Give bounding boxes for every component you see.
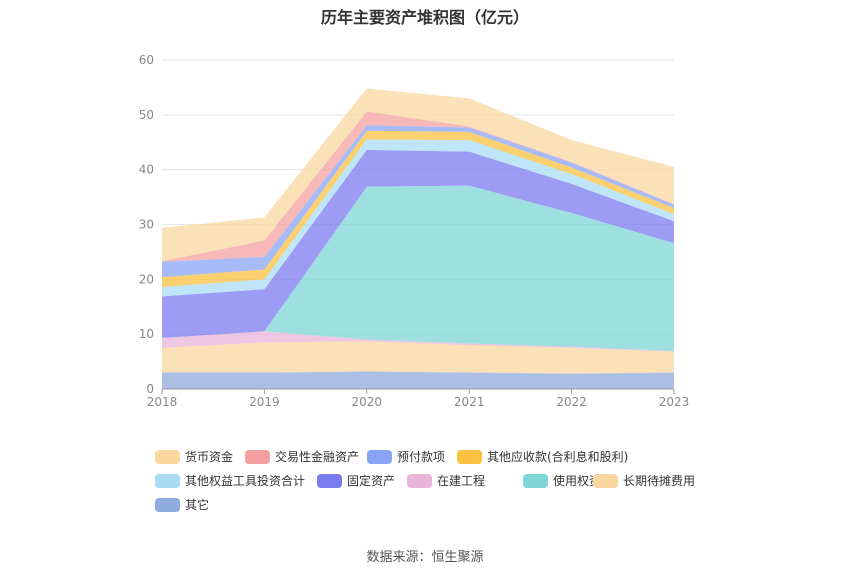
- y-tick-label: 0: [146, 382, 154, 396]
- legend-swatch: [407, 473, 432, 488]
- chart-title: 历年主要资产堆积图（亿元）: [320, 8, 529, 27]
- x-tick-label: 2023: [659, 395, 690, 409]
- area-series-4: [162, 149, 674, 339]
- legend-swatch: [593, 473, 618, 488]
- legend-label: 长期待摊费用: [623, 474, 696, 488]
- legend-label: 其他应收款(合利息和股利): [487, 450, 629, 464]
- legend-item[interactable]: 其他权益工具投资合计: [155, 472, 305, 489]
- y-tick-label: 30: [139, 218, 154, 232]
- area-series-0: [162, 371, 674, 389]
- legend-swatch: [523, 473, 548, 488]
- area-series-1: [162, 341, 674, 374]
- legend-item[interactable]: 长期待摊费用: [593, 472, 695, 489]
- legend-label: 货币资金: [185, 450, 234, 464]
- legend-swatch: [367, 449, 392, 464]
- legend-swatch: [317, 473, 342, 488]
- legend-swatch: [155, 473, 180, 488]
- legend-swatch: [245, 449, 270, 464]
- data-source: 数据来源：恒生聚源: [366, 550, 484, 565]
- legend-item[interactable]: 预付款项: [367, 448, 445, 465]
- legend-label: 在建工程: [437, 474, 486, 488]
- legend-item[interactable]: 固定资产: [317, 472, 395, 489]
- y-tick-label: 20: [139, 272, 154, 286]
- y-tick-label: 60: [139, 53, 154, 67]
- legend-item[interactable]: 货币资金: [155, 448, 233, 465]
- area-series-2: [162, 331, 674, 352]
- x-tick-label: 2022: [556, 395, 587, 409]
- x-tick-label: 2019: [249, 395, 280, 409]
- area-series-3: [162, 185, 674, 352]
- legend-swatch: [155, 497, 180, 512]
- x-tick-label: 2020: [352, 395, 383, 409]
- stacked-area-chart: 0 10 20 30 40 50 60 2018 2019 2020 2021 2022 2023: [139, 53, 690, 409]
- legend-label: 预付款项: [397, 450, 446, 464]
- legend-item[interactable]: 交易性金融资产: [245, 448, 359, 465]
- legend-item[interactable]: 在建工程: [407, 472, 485, 489]
- area-series-7: [162, 125, 674, 278]
- legend-label: 其他权益工具投资合计: [185, 474, 306, 488]
- legend-swatch: [457, 449, 482, 464]
- legend-item[interactable]: 其他应收款(合利息和股利): [457, 448, 628, 465]
- legend-label: 其它: [185, 498, 210, 512]
- area-series-9: [162, 88, 674, 262]
- x-tick-label: 2021: [454, 395, 485, 409]
- legend-label: 交易性金融资产: [275, 450, 360, 464]
- y-tick-label: 40: [139, 163, 154, 177]
- legend-label: 固定资产: [347, 474, 396, 488]
- x-tick-label: 2018: [147, 395, 178, 409]
- y-tick-label: 50: [139, 108, 154, 122]
- legend-item[interactable]: 其它: [155, 496, 209, 513]
- legend-swatch: [155, 449, 180, 464]
- y-tick-label: 10: [139, 327, 154, 341]
